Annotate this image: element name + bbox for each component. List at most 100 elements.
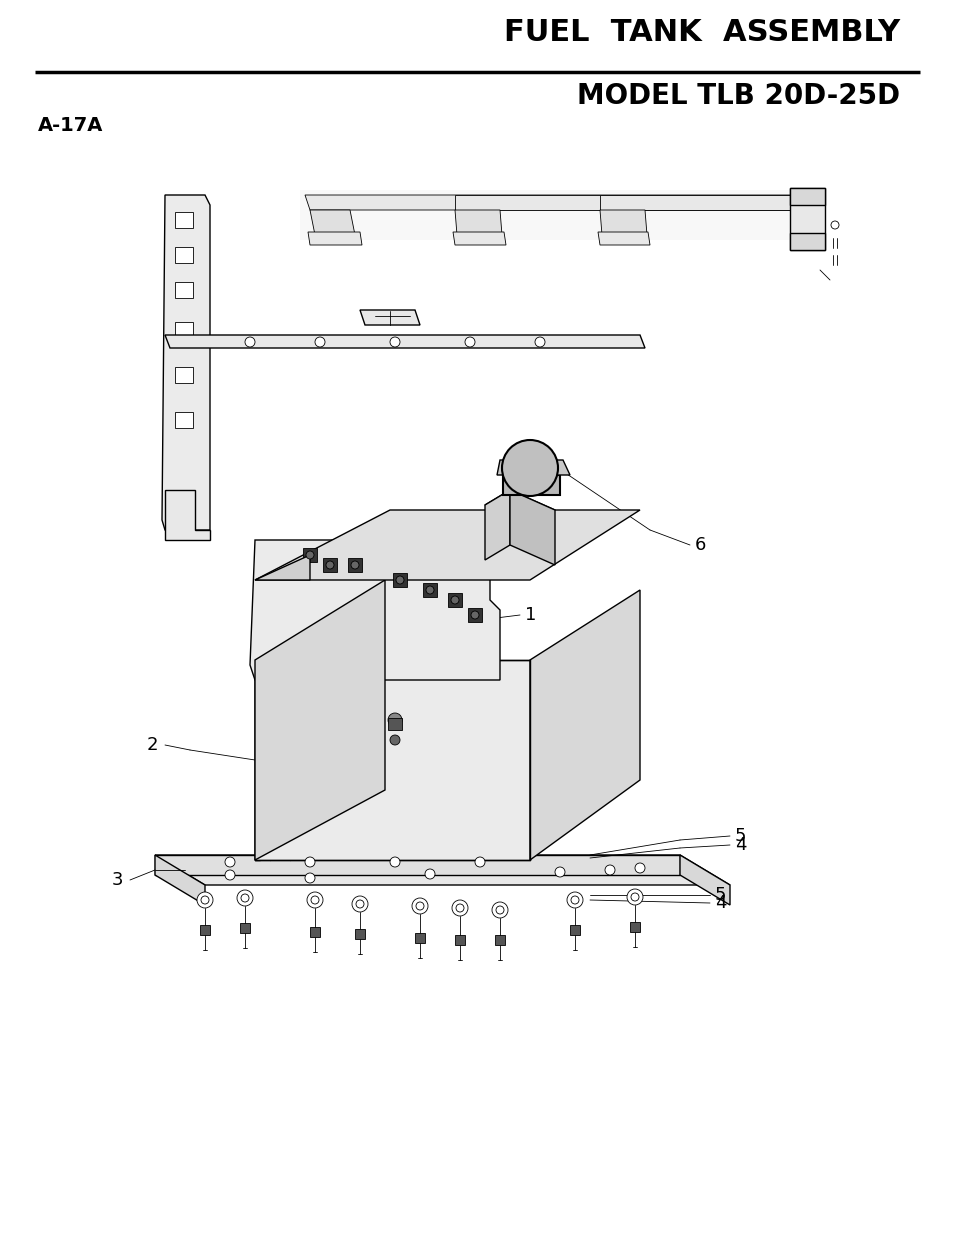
Polygon shape [359, 310, 419, 325]
Polygon shape [200, 925, 210, 935]
Polygon shape [422, 583, 436, 597]
Polygon shape [679, 855, 729, 905]
Polygon shape [789, 188, 824, 249]
Circle shape [471, 611, 478, 619]
Polygon shape [415, 932, 424, 944]
Text: FUEL  TANK  ASSEMBLY: FUEL TANK ASSEMBLY [503, 19, 899, 47]
Polygon shape [348, 558, 361, 572]
Circle shape [395, 576, 403, 584]
Circle shape [236, 890, 253, 906]
Circle shape [311, 897, 318, 904]
Circle shape [501, 440, 558, 496]
Polygon shape [323, 558, 336, 572]
Polygon shape [305, 195, 814, 210]
Circle shape [305, 857, 314, 867]
Polygon shape [165, 490, 210, 540]
Polygon shape [240, 923, 250, 932]
Polygon shape [598, 232, 649, 245]
Polygon shape [310, 927, 319, 937]
Polygon shape [569, 925, 579, 935]
Circle shape [351, 561, 358, 569]
Polygon shape [502, 475, 559, 495]
Polygon shape [497, 459, 569, 475]
Polygon shape [599, 210, 646, 235]
Polygon shape [388, 718, 401, 730]
Text: 2: 2 [147, 736, 158, 755]
Circle shape [306, 551, 314, 559]
Circle shape [571, 897, 578, 904]
Polygon shape [599, 195, 814, 210]
Polygon shape [254, 580, 385, 860]
Polygon shape [254, 659, 260, 860]
Circle shape [201, 897, 209, 904]
Circle shape [566, 892, 582, 908]
Circle shape [635, 863, 644, 873]
Circle shape [245, 337, 254, 347]
Polygon shape [154, 855, 729, 885]
Circle shape [475, 857, 484, 867]
Polygon shape [250, 540, 535, 680]
Circle shape [416, 902, 423, 910]
Circle shape [314, 337, 325, 347]
Polygon shape [455, 210, 501, 235]
Polygon shape [393, 573, 407, 587]
Circle shape [830, 221, 838, 228]
Circle shape [626, 889, 642, 905]
Polygon shape [174, 247, 193, 263]
Polygon shape [154, 855, 679, 876]
Polygon shape [299, 190, 820, 240]
Polygon shape [530, 590, 639, 860]
Polygon shape [468, 608, 481, 622]
Circle shape [390, 735, 399, 745]
Circle shape [355, 900, 364, 908]
Circle shape [307, 892, 323, 908]
Polygon shape [789, 188, 824, 205]
Polygon shape [484, 490, 510, 559]
Circle shape [555, 867, 564, 877]
Polygon shape [174, 412, 193, 429]
Polygon shape [495, 935, 504, 945]
Polygon shape [174, 212, 193, 228]
Circle shape [196, 892, 213, 908]
Polygon shape [303, 548, 316, 562]
Circle shape [390, 337, 399, 347]
Circle shape [305, 873, 314, 883]
Circle shape [352, 897, 368, 911]
Circle shape [492, 902, 507, 918]
Text: 5: 5 [714, 885, 726, 904]
Polygon shape [254, 510, 639, 580]
Circle shape [225, 869, 234, 881]
Text: MODEL TLB 20D-25D: MODEL TLB 20D-25D [577, 82, 899, 110]
Polygon shape [174, 282, 193, 298]
Polygon shape [484, 490, 555, 525]
Circle shape [535, 337, 544, 347]
Circle shape [241, 894, 249, 902]
Circle shape [496, 906, 503, 914]
Circle shape [424, 869, 435, 879]
Text: 3: 3 [112, 871, 123, 889]
Polygon shape [448, 593, 461, 606]
Circle shape [412, 898, 428, 914]
Polygon shape [510, 490, 555, 564]
Polygon shape [310, 210, 355, 235]
Polygon shape [174, 322, 193, 338]
Text: 4: 4 [734, 836, 745, 853]
Polygon shape [455, 195, 814, 210]
Circle shape [225, 857, 234, 867]
Polygon shape [355, 929, 365, 939]
Polygon shape [629, 923, 639, 932]
Circle shape [452, 900, 468, 916]
Circle shape [456, 904, 463, 911]
Circle shape [426, 585, 434, 594]
Text: 1: 1 [524, 606, 536, 624]
Polygon shape [165, 335, 644, 348]
Text: 4: 4 [714, 894, 726, 911]
Polygon shape [308, 232, 361, 245]
Circle shape [604, 864, 615, 876]
Polygon shape [174, 367, 193, 383]
Circle shape [630, 893, 639, 902]
Text: 5: 5 [734, 827, 745, 845]
Polygon shape [162, 195, 210, 530]
Circle shape [464, 337, 475, 347]
Polygon shape [254, 659, 530, 860]
